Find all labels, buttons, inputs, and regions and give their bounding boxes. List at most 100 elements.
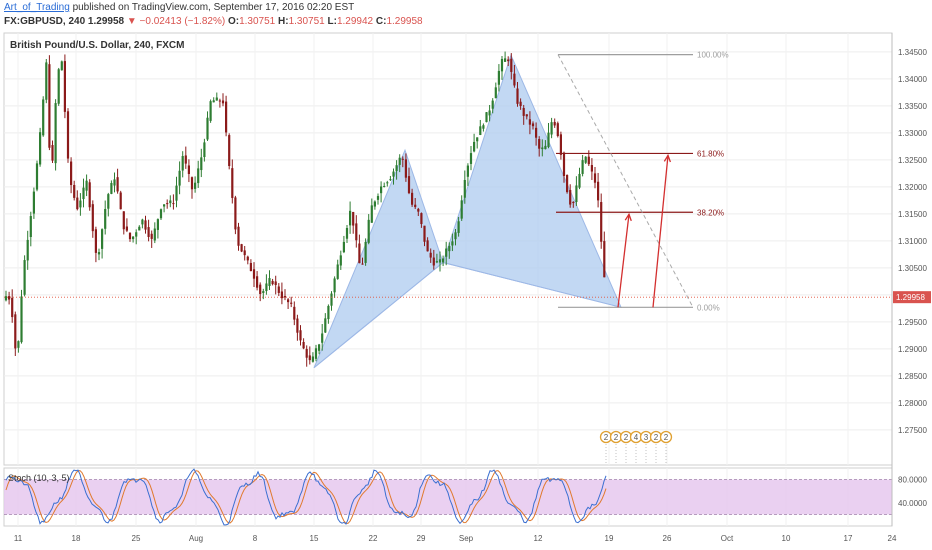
pattern-bd-line	[442, 262, 622, 308]
candle-body	[562, 152, 566, 177]
candle-body	[73, 185, 76, 198]
candle-body	[445, 248, 448, 257]
candle-body	[54, 103, 57, 164]
candle-body	[128, 232, 132, 240]
y-tick-label: 1.29000	[898, 345, 927, 354]
candle-body	[578, 173, 581, 188]
candle-body	[600, 202, 603, 242]
candle-body	[11, 297, 14, 318]
candle-body	[150, 233, 153, 239]
candle-body	[94, 229, 97, 253]
candle-body	[463, 179, 466, 198]
x-tick-label: 22	[369, 534, 378, 543]
y-tick-label: 1.34000	[898, 75, 927, 84]
candle-body	[184, 155, 187, 164]
candle-body	[262, 291, 265, 294]
candle-body	[491, 100, 494, 109]
fib-level-label: 38.20%	[697, 208, 724, 217]
candle-body	[407, 176, 411, 194]
candle-body	[4, 296, 8, 301]
candle-body	[20, 296, 23, 343]
x-tick-label: 15	[310, 534, 319, 543]
symbol-label: FX:GBPUSD, 240	[4, 16, 86, 27]
candle-body	[26, 239, 29, 261]
projection-arrow	[617, 214, 630, 308]
candle-body	[395, 165, 398, 171]
event-count: 2	[624, 433, 629, 442]
candle-body	[181, 156, 184, 171]
candle-body	[110, 182, 113, 194]
candle-body	[417, 208, 420, 212]
event-count: 2	[614, 433, 619, 442]
x-tick-label: 25	[132, 534, 141, 543]
candle-body	[593, 173, 597, 183]
candle-body	[178, 170, 181, 186]
high-value: 1.30751	[288, 16, 325, 27]
candle-body	[23, 260, 26, 295]
candle-body	[60, 61, 63, 71]
candle-body	[556, 123, 559, 137]
x-tick-label: 24	[888, 534, 897, 543]
candle-body	[466, 165, 469, 177]
open-label: O:	[227, 16, 240, 27]
candle-body	[290, 302, 293, 304]
candle-body	[581, 160, 584, 174]
x-tick-label: 26	[663, 534, 672, 543]
x-tick-label: 8	[253, 534, 258, 543]
fib-level-label: 100.00%	[697, 51, 729, 60]
candle-body	[342, 241, 345, 253]
candle-body	[420, 213, 423, 225]
candle-body	[104, 208, 107, 229]
y-tick-label: 1.28500	[898, 372, 927, 381]
candle-body	[259, 284, 262, 295]
y-tick-label: 1.30500	[898, 264, 927, 273]
candle-body	[352, 211, 355, 226]
stoch-k-line	[5, 468, 607, 526]
candle-body	[476, 137, 479, 142]
candle-body	[125, 226, 128, 231]
candle-body	[197, 168, 200, 184]
candle-body	[252, 269, 256, 279]
candles	[4, 51, 892, 367]
candle-body	[138, 226, 141, 231]
candle-body	[218, 100, 221, 102]
candle-body	[97, 252, 101, 255]
candle-body	[330, 293, 333, 306]
candle-body	[370, 205, 373, 223]
candle-body	[448, 246, 451, 252]
candle-body	[246, 256, 249, 261]
candle-body	[435, 261, 438, 263]
candle-body	[544, 145, 547, 150]
candle-body	[473, 141, 476, 152]
candle-body	[91, 204, 94, 232]
candle-body	[212, 100, 215, 103]
candle-body	[318, 344, 321, 351]
candle-body	[528, 119, 531, 125]
candle-body	[203, 142, 206, 158]
candle-body	[333, 278, 336, 293]
candle-body	[510, 58, 513, 72]
candle-body	[234, 197, 237, 230]
author-link[interactable]: Art_of_Trading	[4, 2, 70, 13]
candle-body	[17, 341, 20, 348]
stoch-band	[4, 479, 892, 515]
candle-body	[249, 262, 252, 272]
candle-body	[287, 299, 290, 303]
candle-body	[280, 291, 283, 299]
fib-level-label: 61.80%	[697, 149, 724, 158]
projection-arrows	[617, 153, 672, 308]
open-value: 1.30751	[239, 16, 276, 27]
candle-body	[48, 64, 51, 148]
candle-body	[277, 286, 280, 293]
candle-body	[144, 220, 147, 230]
y-tick-label: 1.29500	[898, 318, 927, 327]
candle-body	[141, 219, 144, 225]
candle-body	[550, 122, 553, 135]
close-value: 1.29958	[386, 16, 423, 27]
candle-body	[531, 123, 535, 127]
event-count: 4	[634, 433, 639, 442]
low-label: L:	[327, 16, 337, 27]
candle-body	[497, 70, 500, 85]
candle-body	[392, 171, 395, 177]
